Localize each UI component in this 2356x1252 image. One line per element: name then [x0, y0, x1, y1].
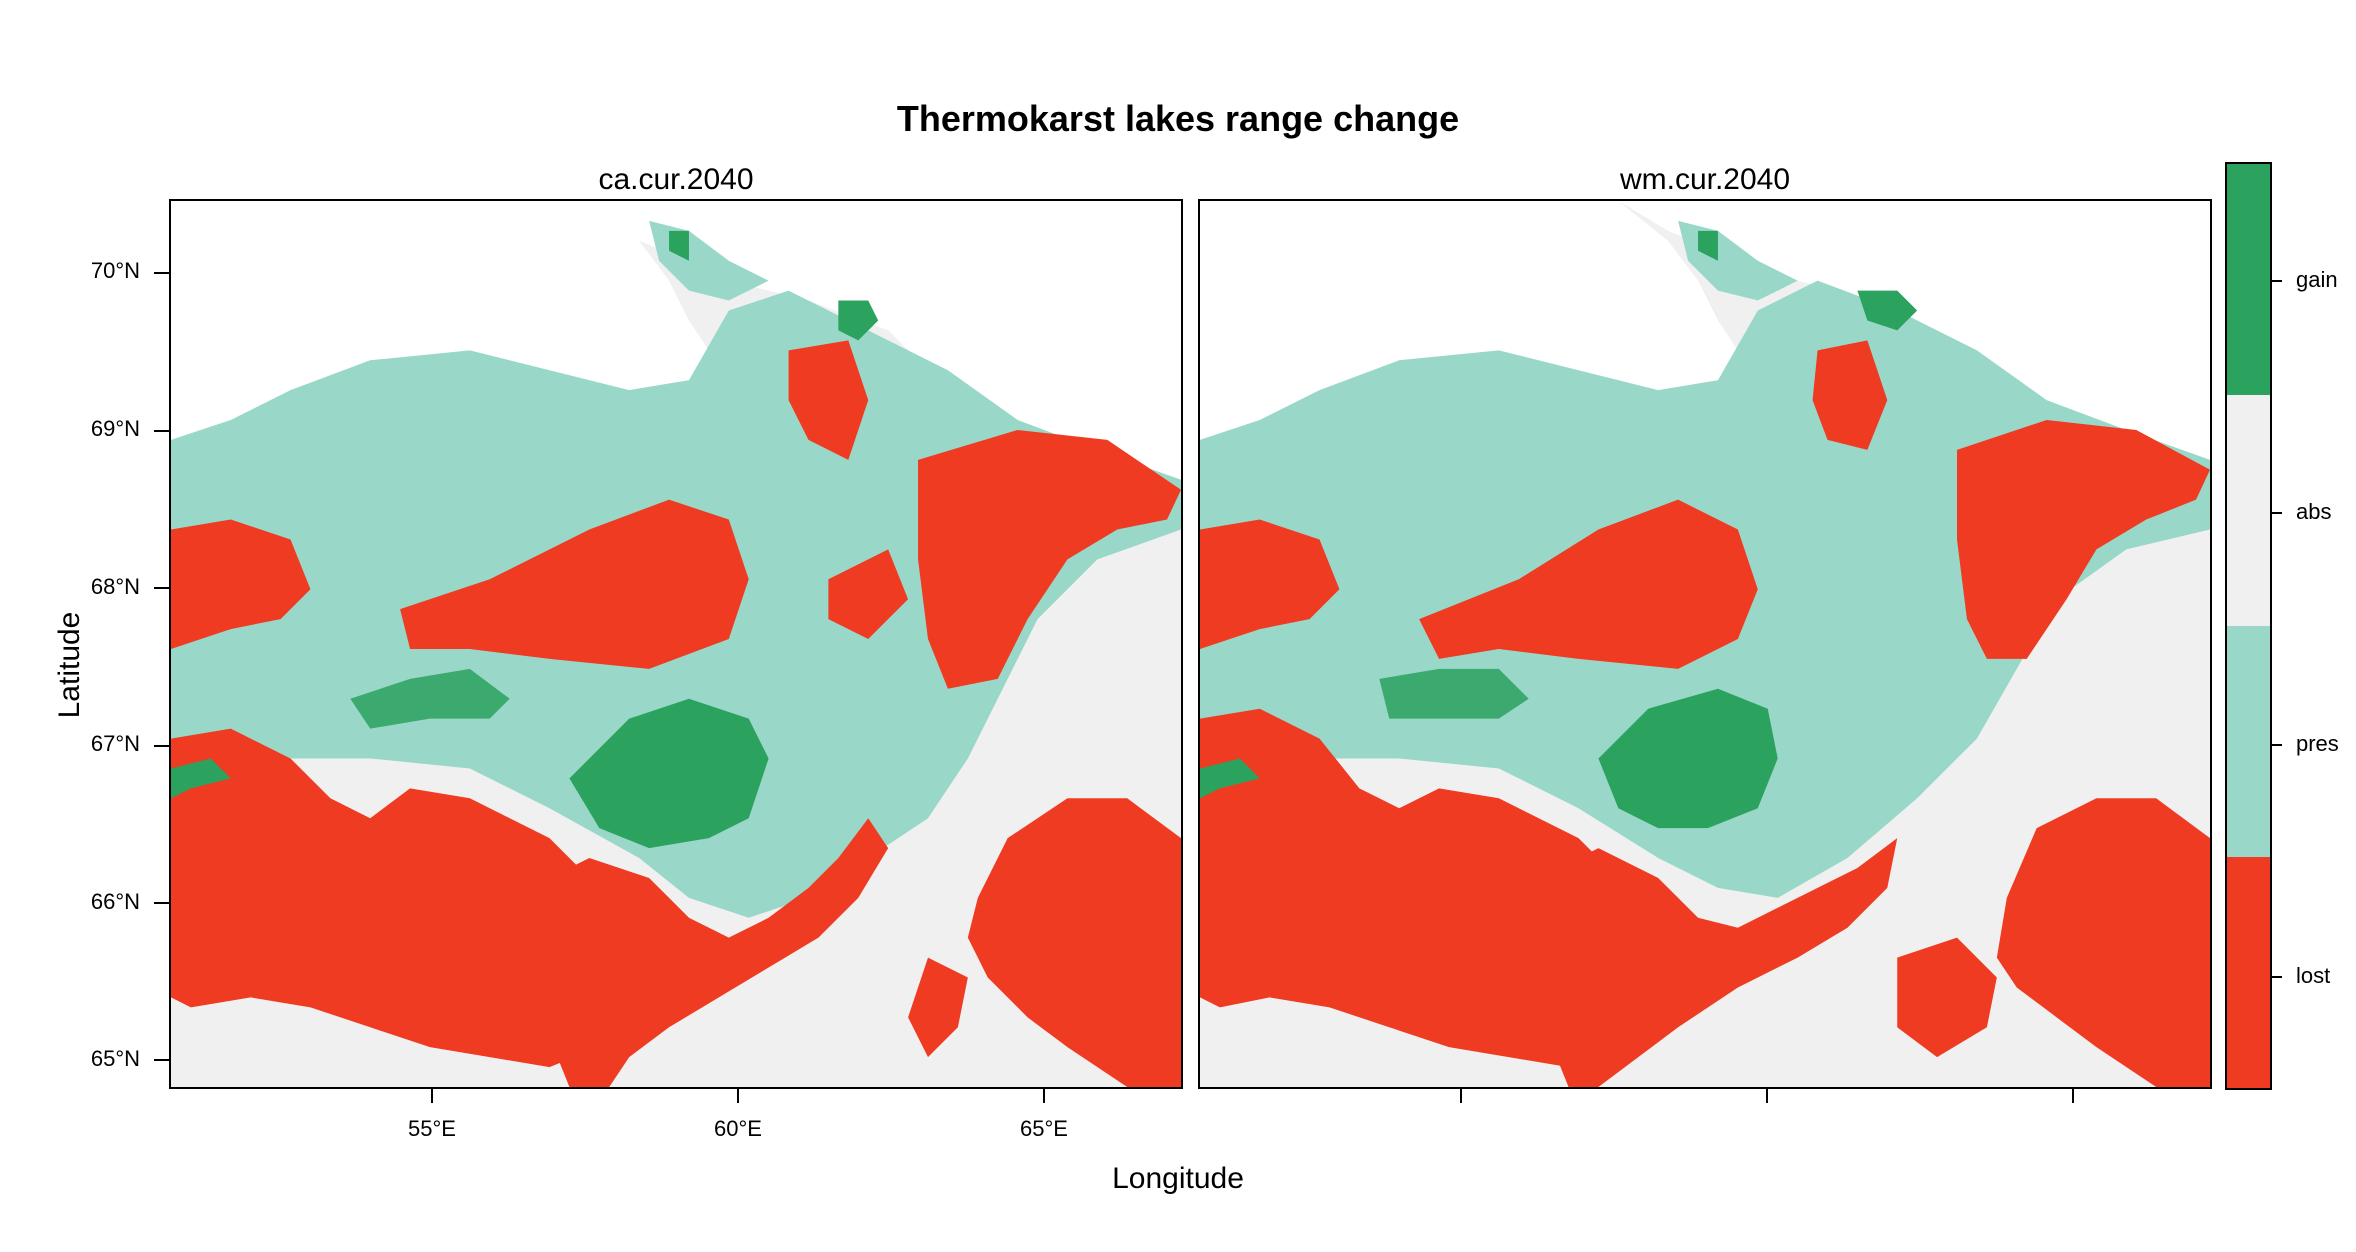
legend-label-gain: gain — [2296, 267, 2338, 292]
x-tick-mark — [1460, 1089, 1462, 1103]
legend-label-pres: pres — [2296, 731, 2339, 756]
legend-colorbar — [2225, 162, 2272, 1090]
y-tick-mark — [154, 430, 169, 432]
y-tick-label: 68°N — [90, 574, 140, 599]
legend-tick — [2270, 744, 2282, 746]
legend-swatch-pres — [2227, 626, 2270, 857]
x-tick-mark — [1766, 1089, 1768, 1103]
legend-swatch-gain — [2227, 164, 2270, 395]
legend-swatch-lost — [2227, 857, 2270, 1088]
x-tick-mark — [1043, 1089, 1045, 1103]
legend-swatch-abs — [2227, 395, 2270, 626]
y-tick-mark — [154, 272, 169, 274]
y-tick-label: 66°N — [90, 889, 140, 914]
figure-title: Thermokarst lakes range change — [896, 98, 1460, 139]
panel-title-left: ca.cur.2040 — [598, 163, 754, 196]
y-tick-label: 70°N — [90, 258, 140, 283]
y-tick-mark — [154, 902, 169, 904]
panel-title-right: wm.cur.2040 — [1619, 163, 1791, 196]
x-tick-label: 60°E — [714, 1116, 762, 1141]
legend-tick — [2270, 280, 2282, 282]
y-tick-label: 67°N — [90, 731, 140, 756]
x-axis-label: Longitude — [1112, 1162, 1244, 1195]
y-tick-label: 65°N — [90, 1046, 140, 1071]
y-tick-label: 69°N — [90, 416, 140, 441]
map-right-svg — [1200, 201, 2210, 1087]
map-left-svg — [171, 201, 1181, 1087]
x-tick-mark — [431, 1089, 433, 1103]
x-tick-label: 55°E — [408, 1116, 456, 1141]
y-tick-mark — [154, 1059, 169, 1061]
x-tick-mark — [737, 1089, 739, 1103]
map-panel-right — [1198, 199, 2212, 1089]
legend-label-lost: lost — [2296, 963, 2331, 988]
x-tick-label: 65°E — [1020, 1116, 1068, 1141]
x-tick-mark — [2072, 1089, 2074, 1103]
y-axis-label: Latitude — [53, 611, 86, 719]
legend-tick — [2270, 976, 2282, 978]
map-panel-left — [169, 199, 1183, 1089]
legend-tick — [2270, 512, 2282, 514]
y-tick-mark — [154, 745, 169, 747]
legend-label-abs: abs — [2296, 499, 2332, 524]
y-tick-mark — [154, 587, 169, 589]
